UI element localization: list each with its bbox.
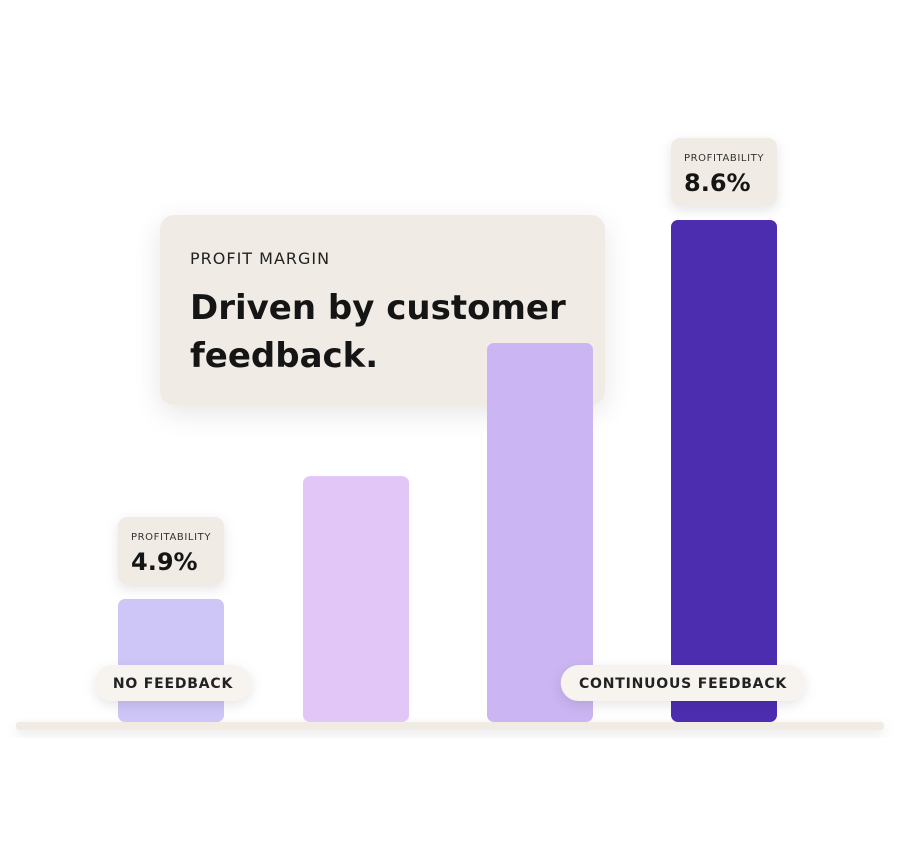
headline-card: PROFIT MARGIN Driven by customer feedbac… bbox=[160, 215, 605, 405]
category-pill bbox=[94, 665, 252, 701]
x-tick-label: NO FEEDBACK bbox=[113, 676, 234, 692]
chart-title: Driven by customer feedback. bbox=[190, 288, 566, 376]
value-label-title: PROFITABILITY bbox=[131, 532, 211, 543]
value-label-box bbox=[118, 517, 224, 586]
bar bbox=[303, 476, 409, 722]
value-label-title: PROFITABILITY bbox=[684, 153, 764, 164]
value-label: 4.9% bbox=[131, 548, 198, 576]
bar bbox=[671, 220, 777, 722]
bar bbox=[487, 342, 593, 722]
bar bbox=[118, 599, 224, 722]
value-label: 8.6% bbox=[684, 169, 751, 197]
x-tick-label: CONTINUOUS FEEDBACK bbox=[579, 676, 787, 692]
category-pill bbox=[560, 665, 806, 701]
baseline bbox=[16, 722, 884, 730]
card-label: PROFIT MARGIN bbox=[190, 249, 331, 268]
value-label-box bbox=[671, 138, 777, 206]
